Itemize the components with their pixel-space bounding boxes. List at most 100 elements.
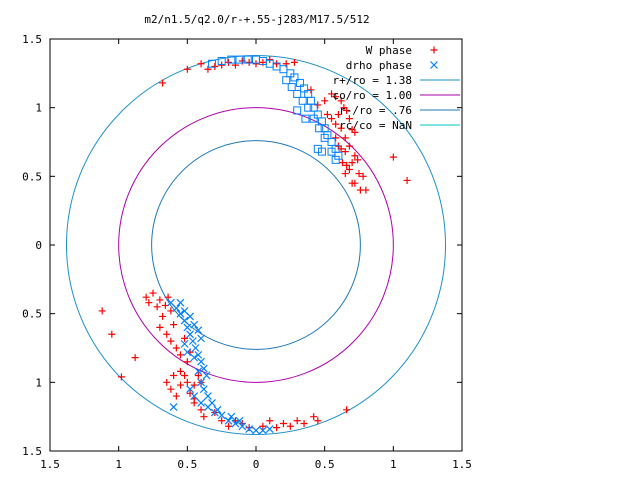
reference-circles [65,54,447,436]
data-point [339,159,347,167]
data-point [169,403,178,411]
data-point [218,61,226,69]
data-point [334,142,342,150]
series-W-phase [98,56,411,432]
legend-label: r-/ro = .76 [339,104,412,117]
data-point [354,156,362,164]
data-point [186,330,195,339]
data-point [328,115,336,123]
data-point [235,55,244,64]
data-point [279,65,288,74]
data-point [225,422,233,430]
legend-label: W phase [366,44,412,57]
data-point [218,417,226,425]
data-point [252,60,260,68]
data-point [176,381,184,389]
ref-circle-1 [118,107,394,383]
data-point [320,133,329,142]
data-point [301,114,310,123]
data-point [194,350,203,359]
data-point [290,58,298,66]
legend-label: drho phase [346,59,412,72]
data-point [331,155,340,164]
data-point [181,334,189,342]
data-point [204,65,212,73]
data-point [183,378,191,386]
data-point [197,406,205,414]
data-point [293,89,302,98]
data-point [243,55,252,64]
data-point [306,96,315,105]
data-point [224,416,233,425]
x-tick-label: 1.5 [452,458,472,471]
y-tick-label: 0 [35,239,42,252]
data-point [210,408,219,417]
data-point [309,103,318,112]
data-point [313,110,322,119]
data-point [197,60,205,68]
data-point [181,371,189,379]
data-point [170,371,178,379]
data-point [170,321,178,329]
data-point [343,406,351,414]
data-point [131,354,139,362]
data-point [197,399,205,407]
data-point [186,385,195,394]
data-point [327,138,336,146]
data-point [183,358,191,366]
data-point [190,381,198,389]
data-point [345,165,353,173]
data-point [217,56,226,65]
data-point [225,58,233,66]
data-point [167,385,175,393]
data-point [156,323,164,331]
data-point [190,320,199,329]
data-point [204,403,212,411]
data-point [235,416,244,425]
data-point [359,172,367,180]
data-point [351,152,359,160]
data-point [163,378,171,386]
data-point [202,371,211,380]
data-point [334,151,343,160]
data-point [231,419,240,428]
data-point [231,61,239,69]
series-drho-squares [208,55,343,164]
legend-marker [430,61,438,69]
data-point [332,120,340,128]
data-point [163,330,171,338]
data-point [142,293,150,301]
x-tick-label: 0.5 [177,458,197,471]
data-point [321,97,329,105]
data-point [188,337,197,346]
y-tick-label: 1 [35,102,42,115]
data-point [389,153,397,161]
data-point [295,78,304,87]
data-point [332,93,340,101]
data-point [317,117,326,126]
data-point [108,330,116,338]
data-point [323,131,332,140]
data-point [345,115,353,123]
data-point [199,364,208,373]
data-point [252,426,260,435]
data-point [300,84,309,93]
data-point [266,417,274,425]
legend-label: co/ro = 1.00 [333,89,412,102]
data-point [211,62,219,70]
data-point [403,176,411,184]
y-tick-label: 1.5 [22,445,42,458]
x-tick-label: 0 [253,458,260,471]
data-point [186,389,194,397]
data-point [194,371,202,379]
data-point [351,179,359,187]
data-point [208,59,217,68]
data-point [265,425,274,433]
data-point [343,106,351,114]
data-point [238,422,247,431]
data-point [341,170,349,178]
data-point [98,307,106,315]
data-point [172,344,180,352]
data-point [259,422,267,430]
